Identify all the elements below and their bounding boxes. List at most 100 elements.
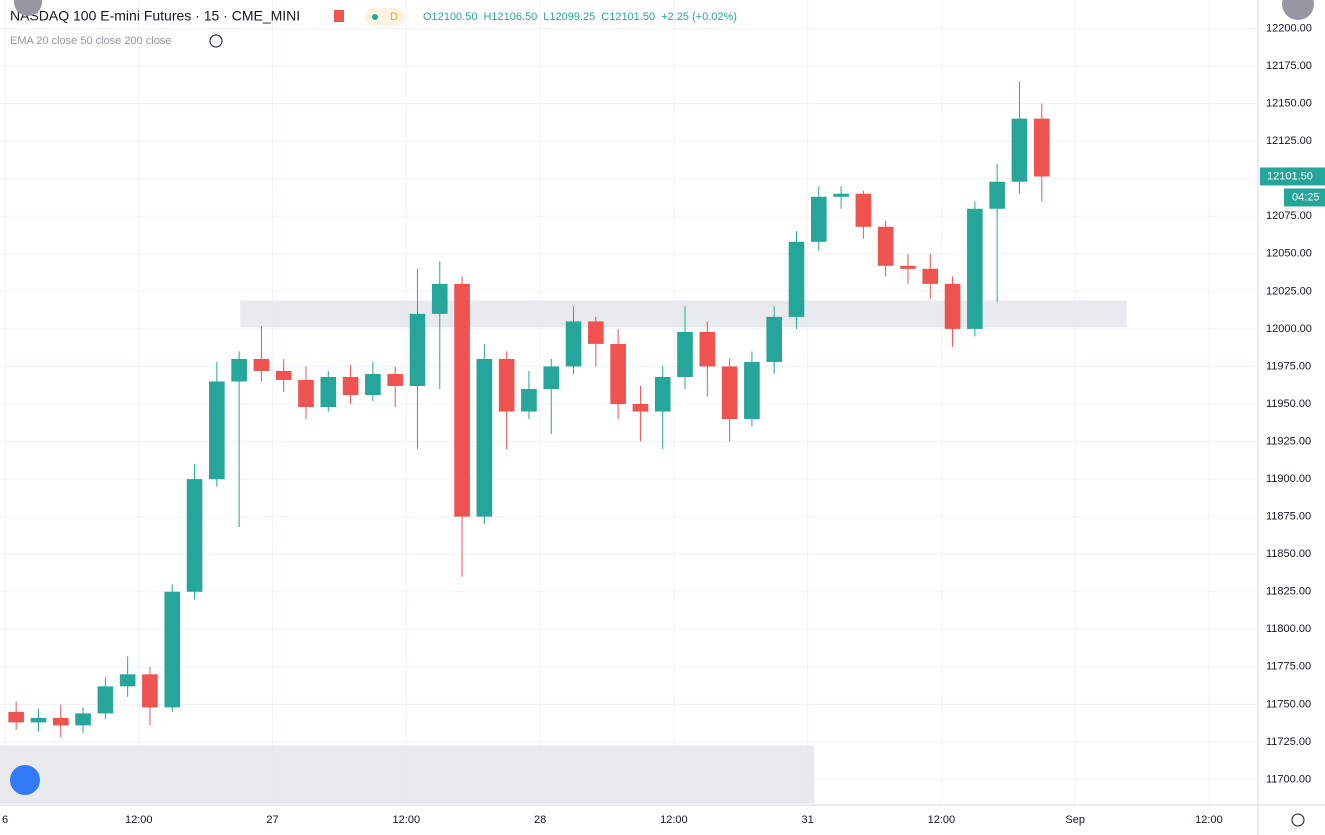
y-tick-label: 12000.00 — [1266, 323, 1312, 335]
x-tick-label: 31 — [802, 814, 814, 826]
chart-title: NASDAQ 100 E-mini Futures · 15 · CME_MIN… — [10, 8, 300, 24]
scroll-button[interactable] — [1282, 0, 1314, 20]
ohlc-legend: O12100.50 H12106.50 L12099.25 C12101.50 +2.2… — [423, 11, 737, 23]
y-tick-label: 11775.00 — [1266, 661, 1311, 673]
status-dot — [372, 14, 378, 20]
x-tick-label: Sep — [1065, 814, 1085, 826]
candle-body — [320, 376, 337, 408]
candle-body — [119, 674, 136, 687]
candle-body — [521, 388, 537, 412]
countdown-box — [1284, 188, 1325, 207]
indicator-label: EMA 20 close 50 close 200 close — [10, 35, 171, 47]
candle-body — [342, 376, 359, 395]
y-tick-label: 12025.00 — [1266, 285, 1312, 297]
zone — [240, 300, 1127, 328]
settings-icon[interactable] — [1291, 813, 1305, 827]
candle-body — [833, 193, 849, 197]
candle-body — [810, 196, 827, 242]
candle-body — [877, 226, 894, 266]
last-price-label: 12101.50 — [1267, 170, 1313, 182]
y-tick-label: 11725.00 — [1266, 736, 1311, 748]
candle-body — [699, 331, 716, 367]
candle-body — [721, 366, 738, 420]
x-tick-label: 27 — [266, 814, 278, 826]
y-tick-label: 11800.00 — [1266, 623, 1311, 635]
y-tick-label: 11900.00 — [1266, 473, 1311, 485]
candle-body — [654, 376, 671, 412]
candle-body — [944, 283, 961, 329]
candle-body — [186, 479, 203, 592]
candle-body — [610, 343, 626, 405]
y-tick-label: 12175.00 — [1266, 60, 1312, 72]
candle-body — [498, 358, 515, 412]
y-tick-label: 12075.00 — [1266, 210, 1312, 222]
last-price-box — [1260, 167, 1325, 186]
candle-body — [275, 370, 292, 380]
candle-body — [8, 711, 24, 723]
y-tick-label: 11825.00 — [1266, 586, 1311, 598]
plot-area — [0, 0, 1258, 805]
candle-body — [588, 321, 604, 344]
y-tick-label: 11750.00 — [1266, 698, 1311, 710]
y-tick-label: 11700.00 — [1266, 773, 1311, 785]
y-tick-label: 11950.00 — [1266, 398, 1311, 410]
candle-body — [253, 358, 270, 371]
zone — [0, 745, 815, 804]
flag-icon[interactable] — [334, 10, 344, 22]
candle-body — [788, 241, 805, 317]
candle-body — [1011, 118, 1028, 182]
candle-body — [387, 373, 403, 386]
candle-body — [565, 321, 582, 367]
ohlc-value: C12101.50 — [601, 11, 655, 23]
candle-body — [967, 208, 983, 329]
logo[interactable] — [10, 765, 40, 795]
candle-body — [744, 361, 760, 420]
ohlc-value: O12100.50 — [423, 11, 477, 23]
ohlc-value: L12099.25 — [543, 11, 595, 23]
x-tick-label: 12:00 — [1195, 814, 1223, 826]
y-tick-label: 12200.00 — [1266, 22, 1312, 34]
candle-body — [632, 404, 649, 412]
candle-body — [209, 381, 225, 480]
candle-body — [298, 379, 314, 408]
candle-body — [677, 331, 693, 377]
candle-body — [75, 713, 91, 726]
candle-body — [989, 181, 1005, 209]
y-tick-label: 12150.00 — [1266, 98, 1312, 110]
axes: 11700.00 11725.00 11750.00 11775.00 11800.00… — [2, 22, 1325, 826]
candle-body — [97, 686, 114, 714]
y-tick-label: 11975.00 — [1266, 360, 1311, 372]
candle-body — [142, 674, 158, 708]
candle-body — [855, 193, 872, 227]
hide-icon[interactable] — [209, 34, 223, 48]
candle-body — [1033, 118, 1050, 177]
candle-body — [164, 591, 181, 708]
candle-body — [900, 265, 916, 269]
badge: D — [390, 11, 398, 23]
candle-body — [431, 283, 448, 314]
x-tick-label: 12:00 — [393, 814, 421, 826]
candle-body — [409, 313, 426, 386]
y-tick-label: 11925.00 — [1266, 435, 1311, 447]
candle-body — [231, 358, 247, 382]
candle-body — [766, 316, 782, 362]
y-tick-label: 11875.00 — [1266, 511, 1311, 523]
x-tick-label: 12:00 — [125, 814, 153, 826]
menu-button[interactable] — [14, 0, 42, 16]
candle-body — [365, 373, 381, 395]
ohlc-value: H12106.50 — [483, 11, 537, 23]
candle-body — [30, 717, 47, 723]
candle-body — [543, 366, 560, 389]
candle-body — [922, 268, 939, 284]
x-tick-label: 28 — [534, 814, 546, 826]
y-tick-label: 11850.00 — [1266, 548, 1311, 560]
candle-body — [476, 358, 493, 517]
candle-body — [454, 283, 470, 517]
countdown: 04:25 — [1292, 191, 1320, 203]
x-tick-label: 12:00 — [660, 814, 688, 826]
x-tick-label: 6 — [2, 814, 8, 826]
y-tick-label: 12125.00 — [1266, 135, 1312, 147]
y-tick-label: 12050.00 — [1266, 248, 1312, 260]
candle-body — [52, 717, 69, 726]
